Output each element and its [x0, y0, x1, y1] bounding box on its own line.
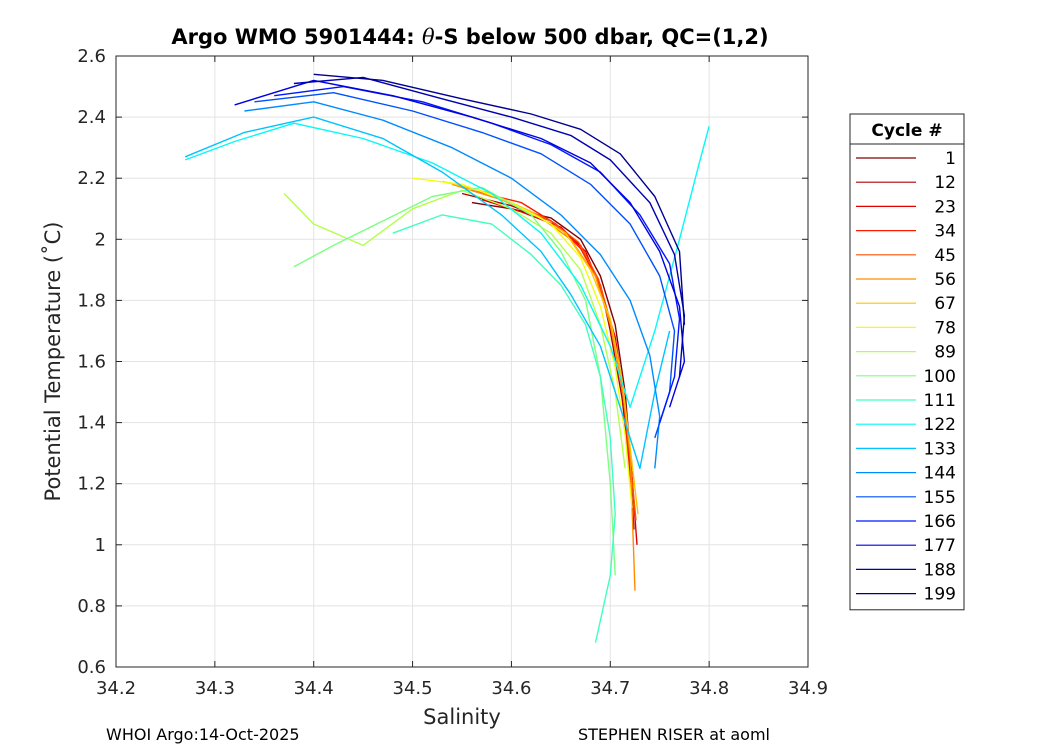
y-tick-label: 0.6 — [77, 657, 106, 678]
legend-label: 78 — [934, 318, 956, 338]
chart-title-theta: θ — [421, 25, 435, 49]
y-tick-label: 0.8 — [77, 596, 106, 617]
legend-label: 89 — [934, 343, 956, 363]
series-line-cycle-188 — [293, 76, 686, 377]
x-tick-label: 34.8 — [689, 678, 729, 699]
legend-label: 122 — [924, 415, 956, 435]
legend: Cycle # 1 12 23 34 45 56 67 78 89 100 111 122 133 144… — [849, 113, 965, 611]
legend-label: 144 — [924, 464, 956, 484]
legend-box — [849, 113, 965, 611]
footer-credit-date: WHOI Argo:14-Oct-2025 — [106, 725, 300, 744]
legend-label: 56 — [934, 270, 956, 290]
x-axis-label: Salinity — [423, 705, 501, 729]
y-tick-label: 2.6 — [77, 46, 106, 67]
series-line-cycle-144 — [244, 101, 661, 469]
y-tick-label: 2 — [95, 229, 106, 250]
chart-title-prefix: Argo WMO 5901444: — [171, 25, 422, 49]
legend-label: 23 — [934, 197, 956, 217]
series-lines — [184, 73, 710, 643]
series-line-cycle-122 — [184, 122, 710, 408]
series-line-cycle-199 — [313, 73, 686, 325]
series-line-cycle-111 — [392, 214, 616, 643]
legend-label: 188 — [924, 560, 956, 580]
y-tick-label: 1.2 — [77, 474, 106, 495]
legend-label: 1 — [945, 149, 956, 169]
y-tick-label: 2.2 — [77, 168, 106, 189]
y-tick-label: 1.8 — [77, 290, 106, 311]
footer-credit-pi: STEPHEN RISER at aoml — [578, 725, 770, 744]
legend-label: 100 — [924, 367, 956, 387]
series-line-cycle-56 — [451, 183, 636, 591]
x-tick-label: 34.2 — [96, 678, 136, 699]
legend-label: 133 — [924, 439, 956, 459]
legend-label: 67 — [934, 294, 956, 314]
y-axis-label: Potential Temperature (˚C) — [41, 222, 65, 502]
x-tick-label: 34.3 — [195, 678, 235, 699]
legend-label: 12 — [934, 173, 956, 193]
legend-label: 166 — [924, 512, 956, 532]
x-tick-label: 34.9 — [788, 678, 828, 699]
chart-title-suffix: -S below 500 dbar, QC=(1,2) — [434, 25, 769, 49]
legend-title: Cycle # — [871, 121, 942, 141]
x-tick-label: 34.7 — [590, 678, 630, 699]
y-tick-label: 1 — [95, 535, 106, 556]
series-line-cycle-100 — [293, 186, 616, 576]
axis-ticks: 34.2 34.3 34.4 34.5 34.6 34.7 34.8 34.9 0.6 0.8 1 1… — [77, 46, 828, 699]
y-tick-label: 1.6 — [77, 352, 106, 373]
legend-label: 111 — [924, 391, 956, 411]
legend-label: 45 — [934, 246, 956, 266]
legend-label: 199 — [924, 585, 956, 605]
grid-lines — [115, 55, 809, 668]
legend-label: 34 — [934, 222, 956, 242]
x-tick-label: 34.6 — [491, 678, 531, 699]
x-tick-label: 34.4 — [294, 678, 334, 699]
series-line-cycle-155 — [254, 91, 676, 439]
chart-title: Argo WMO 5901444: θ-S below 500 dbar, QC… — [0, 25, 940, 49]
legend-label: 177 — [924, 536, 956, 556]
series-line-cycle-133 — [184, 116, 671, 470]
series-line-cycle-177 — [234, 79, 686, 408]
series-line-cycle-89 — [283, 189, 626, 469]
legend-label: 155 — [924, 488, 956, 508]
y-tick-label: 2.4 — [77, 107, 106, 128]
y-tick-label: 1.4 — [77, 413, 106, 434]
x-tick-label: 34.5 — [393, 678, 433, 699]
